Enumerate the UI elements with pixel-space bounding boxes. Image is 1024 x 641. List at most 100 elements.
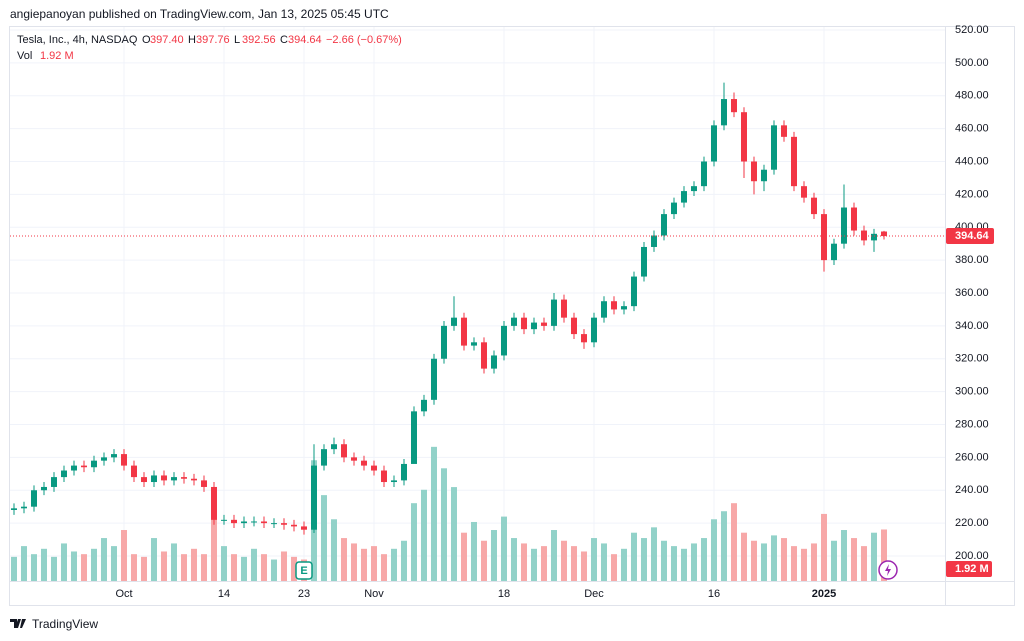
candle-body	[721, 99, 727, 126]
volume-bar	[101, 538, 107, 581]
volume-bar	[481, 540, 487, 581]
volume-bar	[51, 556, 57, 581]
volume-bar	[141, 556, 147, 581]
volume-bar	[41, 548, 47, 581]
candle-body	[831, 243, 837, 261]
volume-bar	[391, 548, 397, 581]
legend-vol-value: 1.92 M	[40, 50, 74, 62]
volume-bar	[661, 540, 667, 581]
candle-body	[511, 317, 517, 326]
candle-body	[611, 301, 617, 310]
volume-bar	[211, 516, 217, 581]
candle-body	[471, 342, 477, 346]
volume-bar	[231, 554, 237, 581]
candle-body	[271, 523, 277, 525]
volume-bar	[271, 559, 277, 581]
y-tick-label: 320.00	[955, 353, 989, 365]
candle-body	[241, 521, 247, 524]
legend-key: H	[188, 34, 196, 46]
y-tick-label: 300.00	[955, 386, 989, 398]
legend-key: L	[234, 34, 240, 46]
candle-body	[181, 477, 187, 479]
candle-body	[391, 480, 397, 483]
candle-body	[861, 230, 867, 241]
volume-bar	[151, 538, 157, 581]
volume-bar	[581, 551, 587, 581]
volume-bar	[381, 554, 387, 581]
candle-body	[31, 490, 37, 507]
volume-bar	[651, 527, 657, 581]
volume-bar	[501, 516, 507, 581]
volume-bar	[841, 530, 847, 581]
candle-body	[451, 317, 457, 326]
candle-body	[331, 444, 337, 450]
volume-bar	[741, 532, 747, 581]
volume-bar	[821, 513, 827, 581]
volume-bar	[111, 546, 117, 581]
candle-body	[491, 355, 497, 369]
y-tick-label: 380.00	[955, 254, 989, 266]
candle-body	[21, 506, 27, 509]
volume-bar	[291, 556, 297, 581]
volume-bar	[91, 548, 97, 581]
volume-bar	[491, 530, 497, 581]
candle-body	[841, 207, 847, 244]
volume-bar	[71, 551, 77, 581]
candle-body	[351, 457, 357, 461]
candle-body	[871, 233, 877, 241]
y-tick-label: 500.00	[955, 57, 989, 69]
volume-bar	[611, 554, 617, 581]
earnings-label: E	[300, 565, 307, 577]
volume-bar	[171, 543, 177, 581]
candle-body	[431, 358, 437, 400]
candle-body	[121, 454, 127, 466]
candle-body	[781, 125, 787, 137]
candle-body	[541, 322, 547, 326]
volume-bar	[11, 556, 17, 581]
volume-bar	[511, 538, 517, 581]
candle-body	[361, 460, 367, 466]
volume-bar	[721, 511, 727, 581]
candle-body	[741, 112, 747, 162]
volume-bar	[121, 530, 127, 581]
volume-bar	[471, 521, 477, 581]
candle-body	[301, 526, 307, 530]
y-tick-label: 280.00	[955, 418, 989, 430]
candle-body	[171, 477, 177, 481]
legend-key: C	[280, 34, 288, 46]
y-tick-label: 340.00	[955, 320, 989, 332]
volume-bar	[621, 548, 627, 581]
candle-body	[641, 246, 647, 277]
volume-bar	[531, 548, 537, 581]
chart-frame	[9, 26, 1015, 606]
volume-bar	[631, 532, 637, 581]
y-tick-label: 220.00	[955, 517, 989, 529]
volume-label-box	[946, 561, 992, 577]
legend-value: 392.56	[242, 34, 276, 46]
volume-bar	[801, 548, 807, 581]
candle-body	[201, 480, 207, 487]
volume-bar	[131, 554, 137, 581]
volume-bar	[701, 538, 707, 581]
volume-bar	[191, 548, 197, 581]
candle-body	[651, 235, 657, 247]
volume-bar	[521, 543, 527, 581]
grid	[10, 27, 945, 581]
candle-body	[631, 276, 637, 307]
volume-bar	[671, 546, 677, 581]
volume-bar	[551, 530, 557, 581]
candle-body	[731, 99, 737, 113]
candle-body	[61, 470, 67, 478]
volume-bar	[241, 556, 247, 581]
candle-body	[311, 465, 317, 530]
volume-bar	[201, 554, 207, 581]
x-tick-label: 23	[298, 588, 310, 600]
volume-bar	[881, 529, 887, 581]
volume-bar	[61, 543, 67, 581]
brand-name: TradingView	[32, 617, 98, 631]
candle-body	[71, 465, 77, 471]
volume-bar	[331, 519, 337, 581]
candle-body	[821, 214, 827, 261]
legend-vol-key: Vol	[17, 50, 32, 62]
volume-bar	[411, 503, 417, 581]
